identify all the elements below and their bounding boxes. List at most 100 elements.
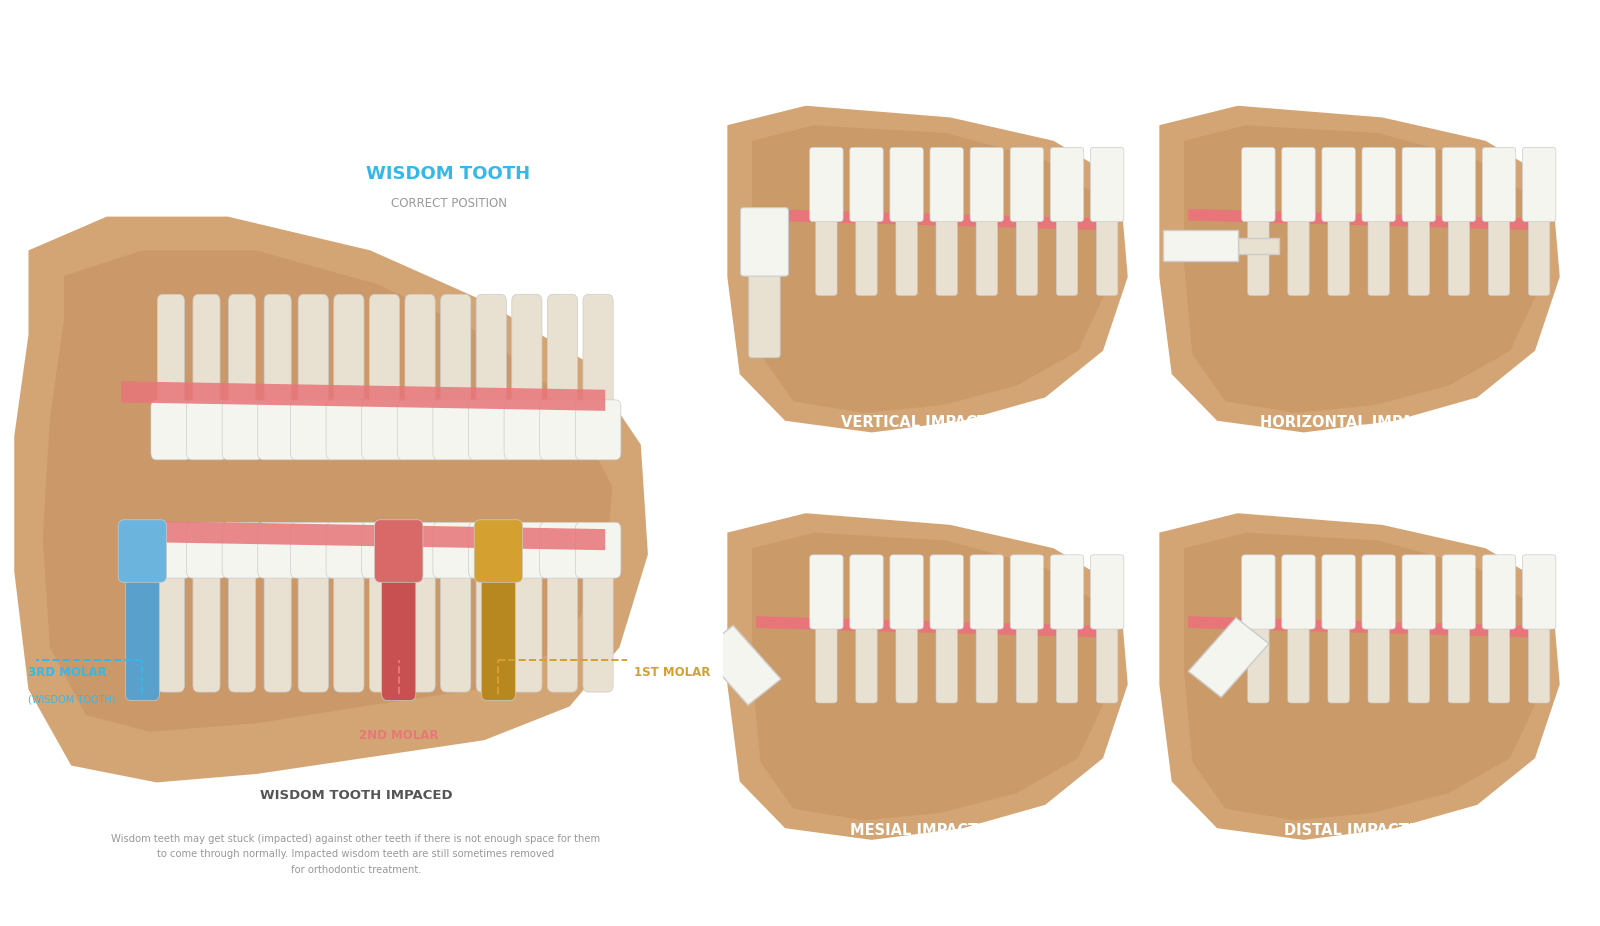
FancyBboxPatch shape: [1056, 216, 1078, 295]
FancyBboxPatch shape: [150, 522, 190, 578]
FancyBboxPatch shape: [370, 569, 400, 692]
FancyBboxPatch shape: [440, 569, 470, 692]
FancyBboxPatch shape: [362, 400, 408, 460]
FancyBboxPatch shape: [397, 400, 443, 460]
FancyBboxPatch shape: [1488, 623, 1510, 703]
FancyBboxPatch shape: [1528, 216, 1550, 295]
FancyBboxPatch shape: [970, 147, 1003, 221]
FancyBboxPatch shape: [582, 294, 613, 409]
FancyBboxPatch shape: [362, 522, 408, 578]
FancyBboxPatch shape: [930, 147, 963, 221]
FancyBboxPatch shape: [1056, 623, 1078, 703]
FancyBboxPatch shape: [258, 522, 298, 578]
FancyBboxPatch shape: [1328, 623, 1349, 703]
FancyBboxPatch shape: [1248, 216, 1269, 295]
FancyBboxPatch shape: [440, 294, 470, 409]
FancyBboxPatch shape: [890, 555, 923, 629]
Text: (LOWER JAW): (LOWER JAW): [1323, 445, 1400, 458]
FancyBboxPatch shape: [976, 623, 997, 703]
FancyBboxPatch shape: [157, 569, 184, 692]
FancyBboxPatch shape: [1050, 147, 1083, 221]
FancyBboxPatch shape: [547, 294, 578, 409]
Polygon shape: [1184, 125, 1539, 413]
FancyBboxPatch shape: [1010, 555, 1043, 629]
FancyBboxPatch shape: [856, 623, 877, 703]
FancyBboxPatch shape: [229, 294, 256, 409]
FancyBboxPatch shape: [298, 569, 328, 692]
FancyBboxPatch shape: [741, 207, 789, 276]
FancyBboxPatch shape: [374, 519, 422, 582]
FancyBboxPatch shape: [512, 569, 542, 692]
FancyBboxPatch shape: [1488, 216, 1510, 295]
FancyBboxPatch shape: [1090, 147, 1123, 221]
FancyBboxPatch shape: [1016, 623, 1037, 703]
Polygon shape: [752, 532, 1107, 820]
Polygon shape: [757, 209, 1107, 231]
FancyBboxPatch shape: [1050, 555, 1083, 629]
FancyBboxPatch shape: [1522, 147, 1555, 221]
FancyBboxPatch shape: [1242, 147, 1275, 221]
FancyBboxPatch shape: [477, 569, 506, 692]
FancyBboxPatch shape: [512, 294, 542, 409]
FancyBboxPatch shape: [474, 519, 523, 582]
FancyBboxPatch shape: [222, 400, 262, 460]
FancyBboxPatch shape: [816, 623, 837, 703]
FancyBboxPatch shape: [930, 555, 963, 629]
FancyBboxPatch shape: [1248, 623, 1269, 703]
FancyBboxPatch shape: [298, 294, 328, 409]
FancyBboxPatch shape: [576, 522, 621, 578]
Text: WISDOM TOOTH IMPACED: WISDOM TOOTH IMPACED: [259, 789, 453, 802]
FancyBboxPatch shape: [749, 269, 781, 357]
Polygon shape: [752, 125, 1107, 413]
Text: 1ST MOLAR: 1ST MOLAR: [634, 666, 710, 679]
FancyBboxPatch shape: [477, 294, 506, 409]
Text: VERTICAL IMPACTION: VERTICAL IMPACTION: [842, 415, 1018, 431]
FancyBboxPatch shape: [850, 147, 883, 221]
Text: HORIZONTAL IMPACTION: HORIZONTAL IMPACTION: [1259, 415, 1464, 431]
FancyBboxPatch shape: [539, 522, 586, 578]
FancyBboxPatch shape: [264, 569, 291, 692]
FancyBboxPatch shape: [1368, 623, 1389, 703]
FancyBboxPatch shape: [1402, 147, 1435, 221]
FancyBboxPatch shape: [810, 147, 843, 221]
Polygon shape: [122, 382, 605, 411]
FancyBboxPatch shape: [1090, 555, 1123, 629]
FancyBboxPatch shape: [539, 400, 586, 460]
FancyBboxPatch shape: [1362, 147, 1395, 221]
FancyBboxPatch shape: [896, 623, 917, 703]
FancyBboxPatch shape: [576, 400, 621, 460]
Text: 2ND MOLAR: 2ND MOLAR: [358, 730, 438, 743]
FancyBboxPatch shape: [264, 294, 291, 409]
FancyBboxPatch shape: [1322, 555, 1355, 629]
Polygon shape: [1189, 617, 1539, 638]
FancyBboxPatch shape: [291, 522, 336, 578]
FancyBboxPatch shape: [229, 569, 256, 692]
Polygon shape: [1189, 618, 1269, 697]
Text: IMPACTION: IMPACTION: [800, 19, 1061, 62]
Polygon shape: [1189, 209, 1539, 231]
Polygon shape: [1160, 106, 1560, 432]
FancyBboxPatch shape: [1016, 216, 1037, 295]
Text: MESIAL IMPACTION: MESIAL IMPACTION: [850, 822, 1010, 838]
FancyBboxPatch shape: [1096, 216, 1118, 295]
FancyBboxPatch shape: [547, 569, 578, 692]
FancyBboxPatch shape: [850, 555, 883, 629]
Text: (LOWER JAW): (LOWER JAW): [891, 445, 968, 458]
FancyBboxPatch shape: [1408, 623, 1429, 703]
FancyBboxPatch shape: [370, 294, 400, 409]
Polygon shape: [1238, 238, 1278, 254]
FancyBboxPatch shape: [187, 522, 227, 578]
FancyBboxPatch shape: [890, 147, 923, 221]
Polygon shape: [1163, 231, 1238, 261]
Polygon shape: [14, 217, 648, 782]
FancyBboxPatch shape: [118, 519, 166, 582]
FancyBboxPatch shape: [1448, 216, 1469, 295]
FancyBboxPatch shape: [434, 400, 478, 460]
FancyBboxPatch shape: [1288, 623, 1309, 703]
FancyBboxPatch shape: [1362, 555, 1395, 629]
FancyBboxPatch shape: [1408, 216, 1429, 295]
FancyBboxPatch shape: [258, 400, 298, 460]
FancyBboxPatch shape: [1482, 555, 1515, 629]
FancyBboxPatch shape: [187, 400, 227, 460]
FancyBboxPatch shape: [936, 623, 957, 703]
